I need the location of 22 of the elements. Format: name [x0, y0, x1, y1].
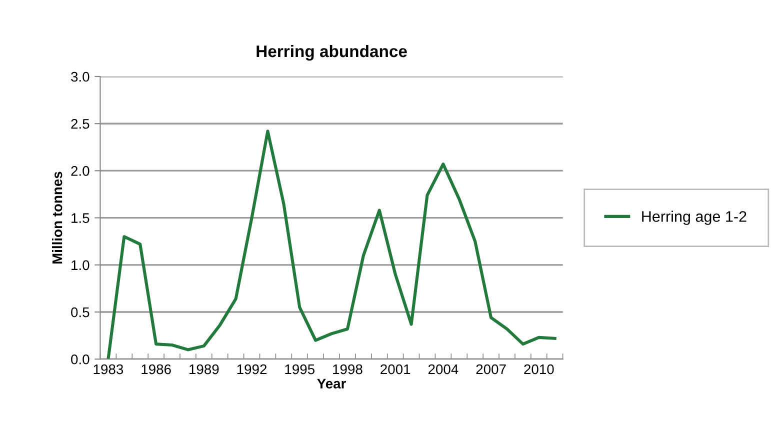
x-tick-label: 1998 [333, 364, 362, 374]
x-tick-label: 1989 [190, 364, 219, 374]
line-series [106, 130, 556, 360]
y-tick-label: 2.0 [71, 166, 90, 176]
x-tick-label: 1992 [237, 364, 267, 374]
x-tick-label: 1983 [94, 364, 124, 374]
y-tick-label: 2.5 [71, 118, 90, 129]
y-axis-title: Million tonnes [52, 172, 62, 264]
x-tick-label: 2010 [524, 364, 554, 374]
x-tick-label: 1986 [142, 364, 171, 374]
x-tick-label: 2004 [428, 364, 458, 374]
x-tick-label: 2001 [380, 364, 410, 374]
y-tick-label: 1.0 [72, 260, 90, 270]
y-tick-label: 3.0 [71, 72, 90, 82]
y-tick-label: 0.0 [71, 354, 90, 364]
x-tick-label: 2007 [476, 364, 506, 374]
y-tick-label: 0.5 [71, 307, 90, 318]
x-axis-title: Year [317, 378, 346, 389]
legend-label: Herring age 1-2 [642, 210, 746, 225]
y-tick-label: 1.5 [72, 213, 90, 223]
x-tick-label: 1995 [285, 364, 314, 374]
chart-title: Herring abundance [256, 44, 407, 61]
